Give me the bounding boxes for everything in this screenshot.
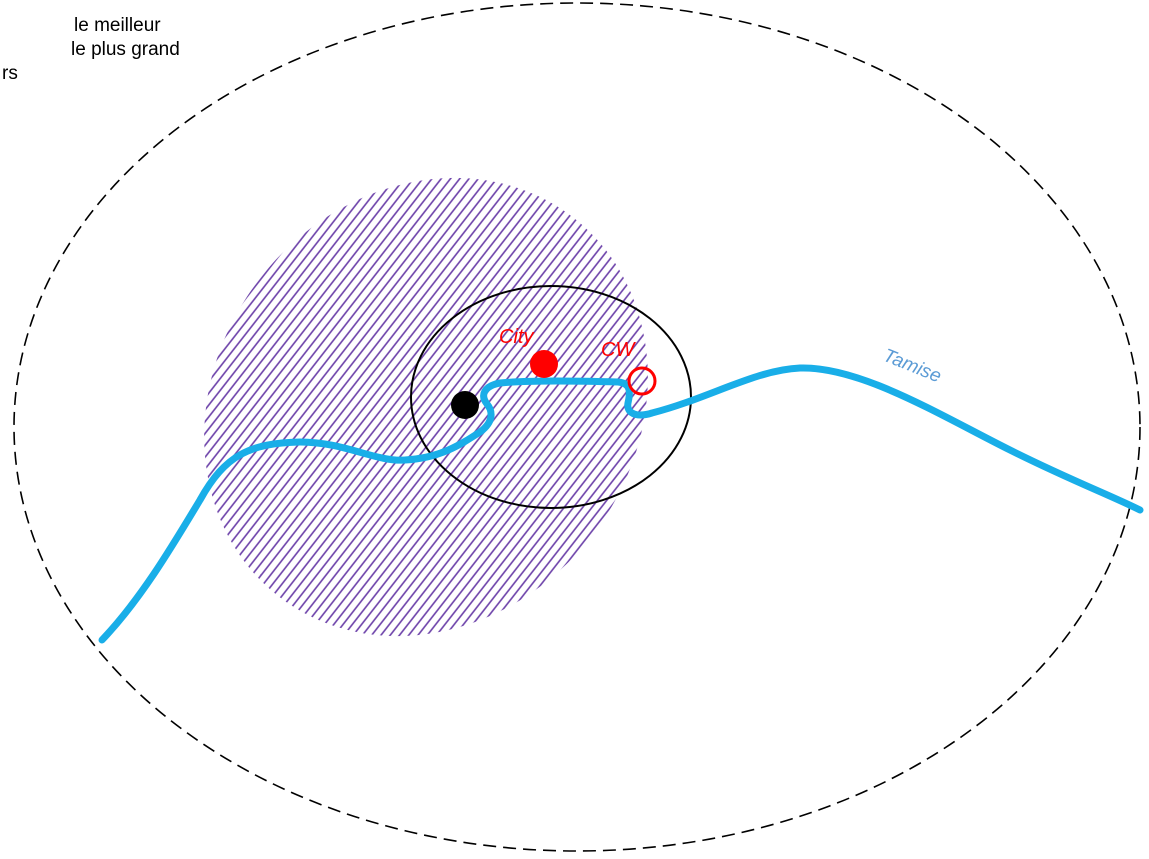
cw-marker xyxy=(627,366,657,396)
cw-label: CW xyxy=(601,339,636,361)
river-label: Tamise xyxy=(880,345,944,387)
city-marker xyxy=(530,350,558,378)
river-line xyxy=(98,364,1144,644)
corner-note-line: le meilleur xyxy=(74,15,161,36)
city-label: City xyxy=(499,326,534,348)
corner-note-line: le plus grand xyxy=(71,39,180,60)
corner-note: le meilleur le plus grand rs xyxy=(0,14,180,86)
corner-note-line: rs xyxy=(2,63,18,84)
hatched-area xyxy=(204,177,648,637)
black-point-marker xyxy=(451,391,479,419)
outer-dashed-ellipse xyxy=(13,2,1141,852)
